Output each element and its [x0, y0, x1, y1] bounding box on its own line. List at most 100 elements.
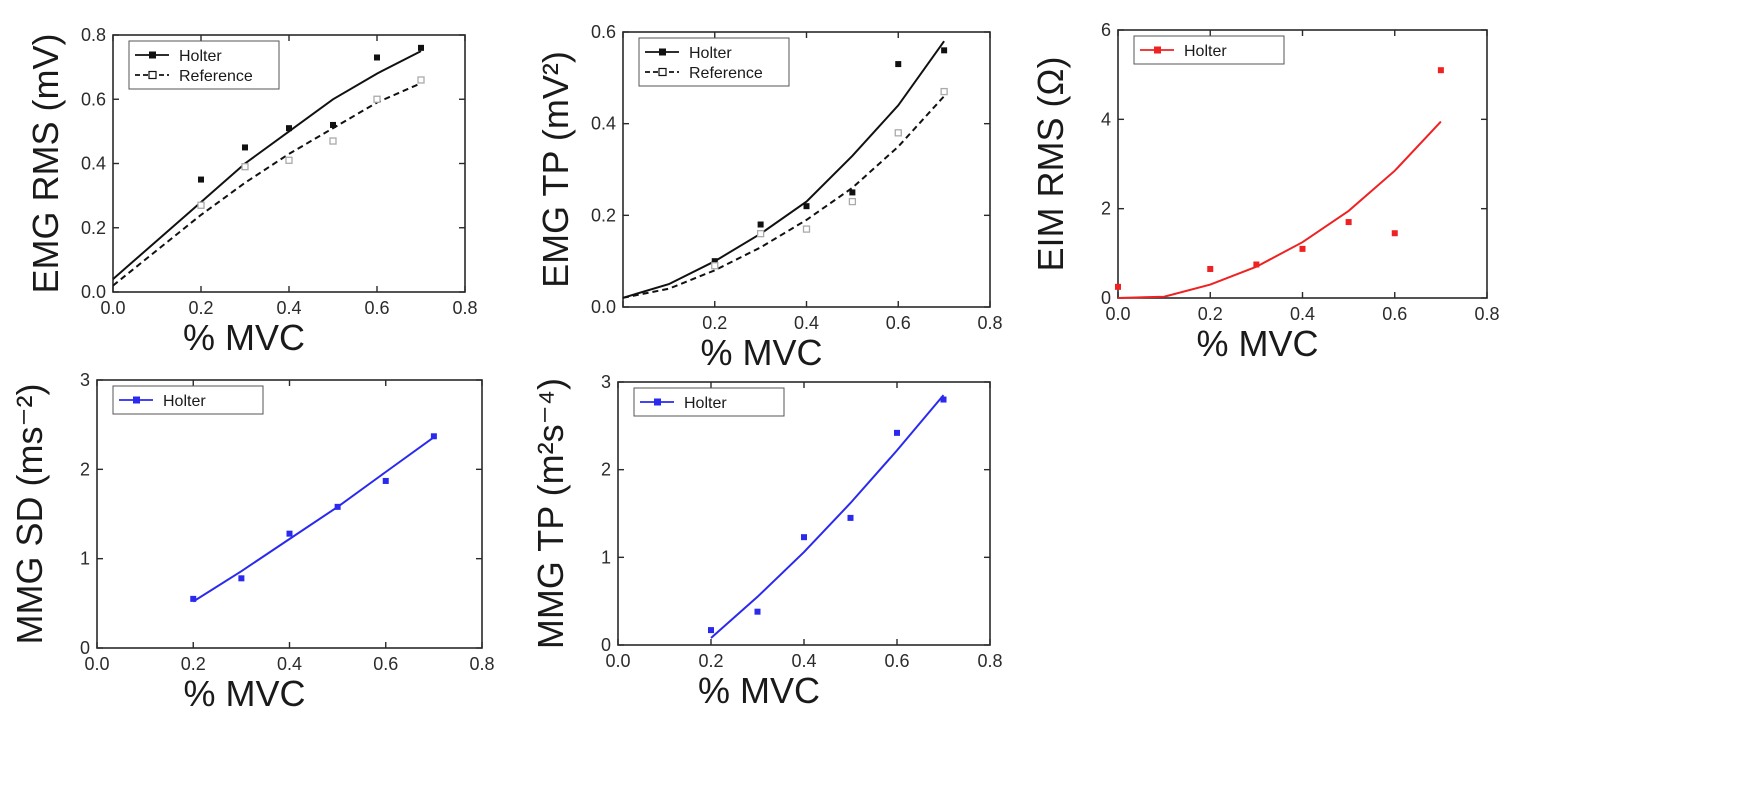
data-point-reference [940, 87, 948, 96]
x-tick-label: 0.6 [364, 298, 389, 318]
legend-swatch-marker [654, 398, 661, 406]
legend: Holter [633, 387, 785, 417]
x-axis-title: % MVC [1196, 323, 1318, 364]
chart-panel-mmg-sd: 0.0 0.2 0.4 0.6 0.8 0 1 2 3 % MVC MMG SD (ms⁻²) Hol… [9, 370, 495, 714]
y-tick-label: 0.0 [591, 297, 616, 317]
y-tick-label: 0.8 [81, 25, 106, 45]
x-tick-label: 0.0 [100, 298, 125, 318]
data-point-reference [802, 225, 811, 233]
plot-frame [1117, 29, 1488, 299]
y-tick-label: 0.6 [81, 89, 106, 109]
data-point-holter [286, 125, 292, 132]
x-tick-label: 0.2 [702, 313, 727, 333]
data-point-holter [238, 575, 245, 582]
x-tick-label: 0.8 [977, 313, 1002, 333]
data-point-holter [895, 61, 902, 68]
data-point-holter [1391, 230, 1398, 237]
y-tick-label: 1 [80, 549, 90, 569]
legend-label: Holter [163, 393, 206, 410]
y-axis-title: EMG TP (mV²) [535, 51, 576, 288]
legend-swatch-marker [1154, 46, 1161, 54]
data-point-holter [757, 221, 764, 228]
x-tick-label: 0.8 [977, 651, 1002, 671]
legend: Holter [112, 385, 264, 415]
x-tick-label: 0.0 [84, 654, 109, 674]
data-point-reference [197, 201, 205, 209]
data-point-holter [190, 595, 197, 602]
legend-swatch-marker [659, 48, 666, 56]
data-point-holter [242, 144, 248, 151]
data-point-reference [241, 163, 249, 171]
y-tick-label: 0 [80, 638, 90, 658]
data-point-holter [849, 189, 856, 196]
data-point-reference [417, 76, 425, 84]
y-tick-label: 3 [601, 372, 611, 392]
y-tick-label: 2 [80, 459, 90, 479]
x-tick-label: 0.6 [884, 651, 909, 671]
data-point-reference [756, 230, 765, 238]
legend-label: Holter [689, 45, 732, 62]
y-axis-title: MMG SD (ms⁻²) [9, 384, 50, 645]
x-tick-label: 0.4 [1290, 304, 1315, 324]
x-tick-label: 0.2 [188, 298, 213, 318]
data-point-holter [754, 608, 761, 615]
x-tick-label: 0.0 [605, 651, 630, 671]
data-point-holter [1115, 283, 1121, 290]
y-tick-label: 4 [1101, 109, 1111, 129]
x-axis-title: % MVC [183, 673, 305, 714]
x-tick-label: 0.6 [886, 313, 911, 333]
data-point-holter [198, 176, 204, 183]
x-tick-label: 0.4 [791, 651, 816, 671]
y-tick-label: 0 [601, 635, 611, 655]
y-tick-label: 2 [601, 460, 611, 480]
data-point-reference [329, 137, 337, 145]
data-point-reference [373, 95, 381, 103]
legend-label: Reference [689, 65, 763, 82]
data-point-holter [382, 477, 389, 484]
y-tick-label: 0.6 [591, 22, 616, 42]
legend-box [1133, 35, 1285, 65]
legend: Holter Reference [128, 40, 280, 90]
fit-line-holter [1117, 120, 1442, 299]
y-axis-title: MMG TP (m²s⁻⁴) [530, 378, 571, 649]
x-tick-label: 0.4 [277, 654, 302, 674]
chart-panel-emg-tp: 0.2 0.4 0.6 0.8 0.0 0.2 0.4 0.6 % MVC EMG TP (mV²… [535, 22, 1003, 373]
data-point-reference [894, 129, 902, 137]
data-point-reference [848, 197, 857, 206]
y-tick-label: 0 [1101, 288, 1111, 308]
fit-line-holter [710, 394, 945, 639]
data-point-holter [847, 514, 854, 521]
data-point-holter [940, 396, 947, 403]
legend-label: Holter [684, 395, 727, 412]
data-point-holter [418, 44, 424, 51]
x-tick-label: 0.2 [181, 654, 206, 674]
legend-swatch-marker [148, 70, 157, 80]
chart-panel-emg-rms: 0.0 0.2 0.4 0.6 0.8 0.0 0.2 0.4 0.6 0.8 % MVC EMG R… [25, 25, 478, 358]
legend-label: Holter [179, 48, 222, 65]
legend-box [638, 37, 790, 87]
data-point-holter [1253, 261, 1260, 268]
fit-line-reference [622, 95, 945, 299]
y-axis-title: EMG RMS (mV) [25, 34, 66, 294]
data-point-holter [894, 429, 900, 436]
y-tick-label: 6 [1101, 20, 1111, 40]
y-tick-label: 0.4 [591, 114, 616, 134]
legend-swatch-marker [149, 51, 156, 59]
x-tick-label: 0.0 [1105, 304, 1130, 324]
x-axis-title: % MVC [698, 670, 820, 711]
fit-line-holter [112, 50, 422, 280]
y-tick-label: 2 [1101, 199, 1111, 219]
y-tick-label: 0.0 [81, 282, 106, 302]
data-point-holter [430, 433, 437, 440]
x-tick-label: 0.4 [276, 298, 301, 318]
data-point-holter [1299, 245, 1306, 252]
x-tick-label: 0.2 [698, 651, 723, 671]
legend: Holter Reference [638, 37, 790, 87]
y-tick-label: 1 [601, 547, 611, 567]
x-tick-label: 0.8 [1474, 304, 1499, 324]
chart-panel-mmg-tp: 0.0 0.2 0.4 0.6 0.8 0 1 2 3 % MVC MMG TP (m²s⁻⁴) Ho… [530, 372, 1003, 711]
data-point-holter [1437, 67, 1444, 74]
data-point-holter [711, 258, 718, 265]
data-point-holter [334, 503, 341, 510]
data-point-holter [941, 47, 948, 54]
